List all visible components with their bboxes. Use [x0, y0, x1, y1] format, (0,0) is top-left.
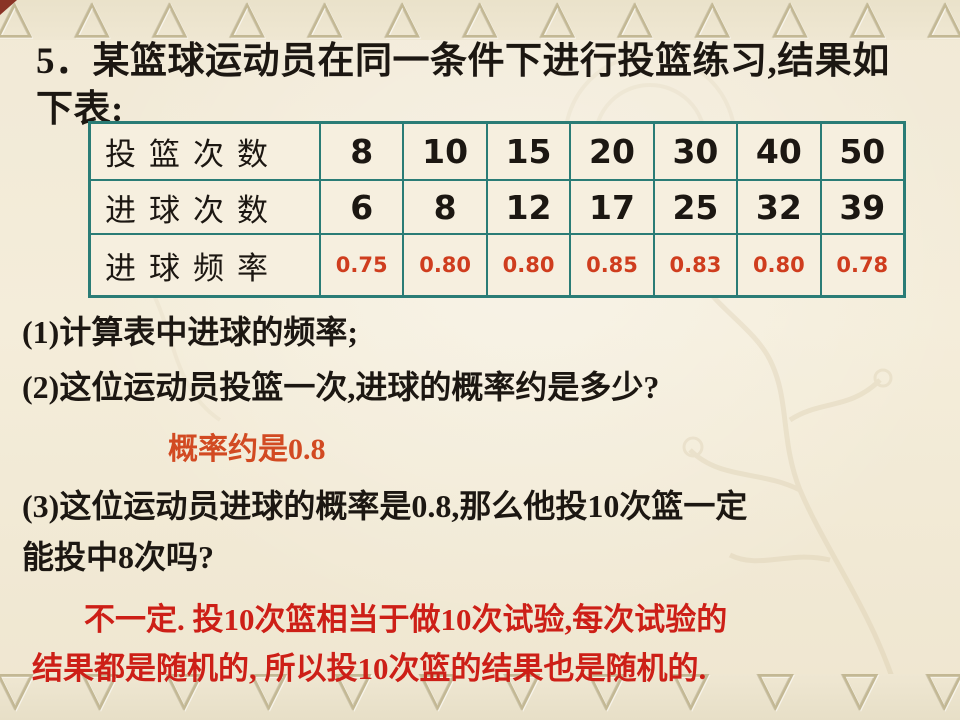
row-label: 进球次数	[91, 179, 319, 233]
triangle-ornament-icon: △	[74, 0, 110, 40]
triangle-ornament-icon: △	[539, 0, 576, 40]
table-cell: 15	[485, 124, 569, 179]
table-cell: 0.75	[319, 233, 403, 295]
question-3-line1: (3)这位运动员进球的概率是0.8,那么他投10次篮一定	[22, 488, 748, 524]
question-3-answer-line1: 不一定. 投10次篮相当于做10次试验,每次试验的	[84, 602, 728, 637]
table-cell: 32	[736, 179, 820, 233]
triangle-ornament-icon: △	[772, 0, 808, 40]
row-label: 投篮次数	[105, 137, 281, 172]
question-2: (2)这位运动员投篮一次,进球的概率约是多少?	[22, 369, 660, 405]
triangle-ornament-icon: △	[384, 0, 421, 40]
slide-title: 5．某篮球运动员在同一条件下进行投篮练习,结果如 下表:	[36, 38, 928, 134]
table-cell: 0.80	[485, 233, 570, 295]
table-cell: 10	[402, 124, 485, 179]
table-cell: 6	[319, 179, 403, 233]
top-border-pattern: △ △ △ △ △ △ △ △ △ △ △ △ △	[0, 0, 960, 40]
triangle-ornament-icon: △	[307, 0, 343, 40]
triangle-ornament-icon: △	[927, 0, 960, 40]
triangle-ornament-icon: △	[152, 0, 188, 40]
table-cell: 25	[652, 179, 737, 233]
stats-table: 投篮次数 8 10 15 20 30 40 50 进球次数 6 8 12 17 25 32 39 进球频率 0.7…	[88, 121, 906, 298]
slide-title-line1: 5．某篮球运动员在同一条件下进行投篮练习,结果如	[36, 41, 890, 82]
triangle-ornament-icon: △	[850, 0, 886, 40]
table-cell: 0.83	[652, 233, 737, 295]
question-3-answer: 不一定. 投10次篮相当于做10次试验,每次试验的 结果都是随机的, 所以投10…	[32, 596, 932, 694]
triangle-down-ornament-icon: ▽	[0, 674, 34, 716]
table-cell: 20	[569, 124, 652, 179]
triangle-ornament-icon: △	[462, 0, 498, 40]
table-cell: 8	[402, 179, 486, 233]
question-3: (3)这位运动员进球的概率是0.8,那么他投10次篮一定 能投中8次吗?	[22, 481, 927, 583]
question-1: (1)计算表中进球的频率;	[22, 314, 358, 350]
table-cell: 40	[736, 124, 819, 179]
table-cell: 39	[819, 179, 903, 233]
triangle-ornament-icon: △	[694, 0, 731, 40]
table-cell: 0.85	[569, 233, 653, 295]
corner-triangle-icon	[0, 0, 17, 15]
triangle-ornament-icon: △	[229, 0, 266, 40]
table-cell: 0.78	[819, 233, 903, 295]
question-3-answer-line2: 结果都是随机的, 所以投10次篮的结果也是随机的.	[32, 650, 707, 686]
table-cell: 0.80	[402, 233, 486, 295]
triangle-ornament-icon: △	[617, 0, 653, 40]
table-cell: 30	[652, 124, 736, 179]
table-cell: 17	[569, 179, 653, 233]
question-2-answer: 概率约是0.8	[168, 433, 326, 466]
table-cell: 50	[819, 124, 903, 179]
question-3-line2: 能投中8次吗?	[22, 539, 215, 576]
table-cell: 0.80	[736, 233, 820, 295]
table-cell: 8	[319, 124, 402, 179]
table-cell: 12	[485, 179, 570, 233]
row-label: 进球频率	[91, 233, 319, 295]
